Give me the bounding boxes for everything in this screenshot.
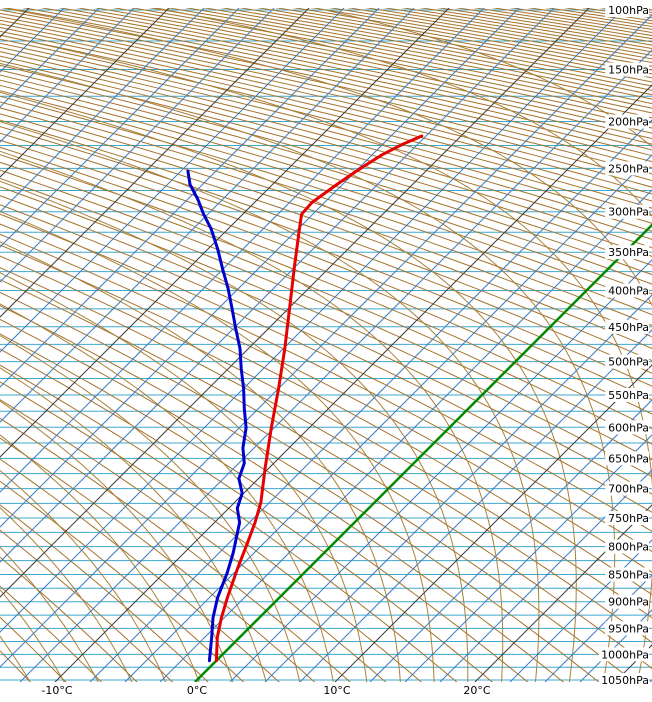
pressure-tick-label: 750hPa	[608, 512, 649, 525]
pressure-tick-label: 650hPa	[608, 452, 649, 465]
pressure-tick-label: 450hPa	[608, 321, 649, 334]
pressure-tick-label: 550hPa	[608, 389, 649, 402]
pressure-tick-label: 900hPa	[608, 596, 649, 609]
pressure-tick-label: 1000hPa	[601, 648, 649, 661]
moist-adiabat-lines	[0, 8, 652, 682]
pressure-tick-label: 350hPa	[608, 246, 649, 259]
temperature-tick-label: 20°C	[463, 684, 490, 697]
pressure-tick-label: 950hPa	[608, 622, 649, 635]
dewpoint-curve	[186, 169, 248, 663]
pressure-tick-label: 150hPa	[608, 64, 649, 77]
pressure-tick-label: 1050hPa	[601, 674, 649, 687]
pressure-tick-label: 400hPa	[608, 285, 649, 298]
pressure-tick-label: 700hPa	[608, 483, 649, 496]
pressure-tick-label: 850hPa	[608, 569, 649, 582]
pressure-axis-labels: 100hPa 150hPa 200hPa 250hPa 300hPa 350hPa 400h…	[598, 3, 649, 687]
temperature-axis-labels: -10°C 0°C 10°C 20°C	[41, 684, 490, 697]
temperature-tick-label: -10°C	[41, 684, 72, 697]
pressure-tick-label: 500hPa	[608, 356, 649, 369]
pressure-tick-label: 300hPa	[608, 206, 649, 219]
pressure-tick-label: 250hPa	[608, 162, 649, 175]
isotherm-lines	[0, 8, 652, 682]
temperature-curve	[214, 134, 424, 663]
pressure-tick-label: 800hPa	[608, 541, 649, 554]
pressure-tick-label: 100hPa	[608, 4, 649, 17]
pressure-tick-label: 200hPa	[608, 116, 649, 129]
temperature-tick-label: 10°C	[323, 684, 350, 697]
pressure-tick-label: 600hPa	[608, 421, 649, 434]
temperature-tick-label: 0°C	[187, 684, 207, 697]
freezing-isotherm-line	[194, 223, 652, 682]
